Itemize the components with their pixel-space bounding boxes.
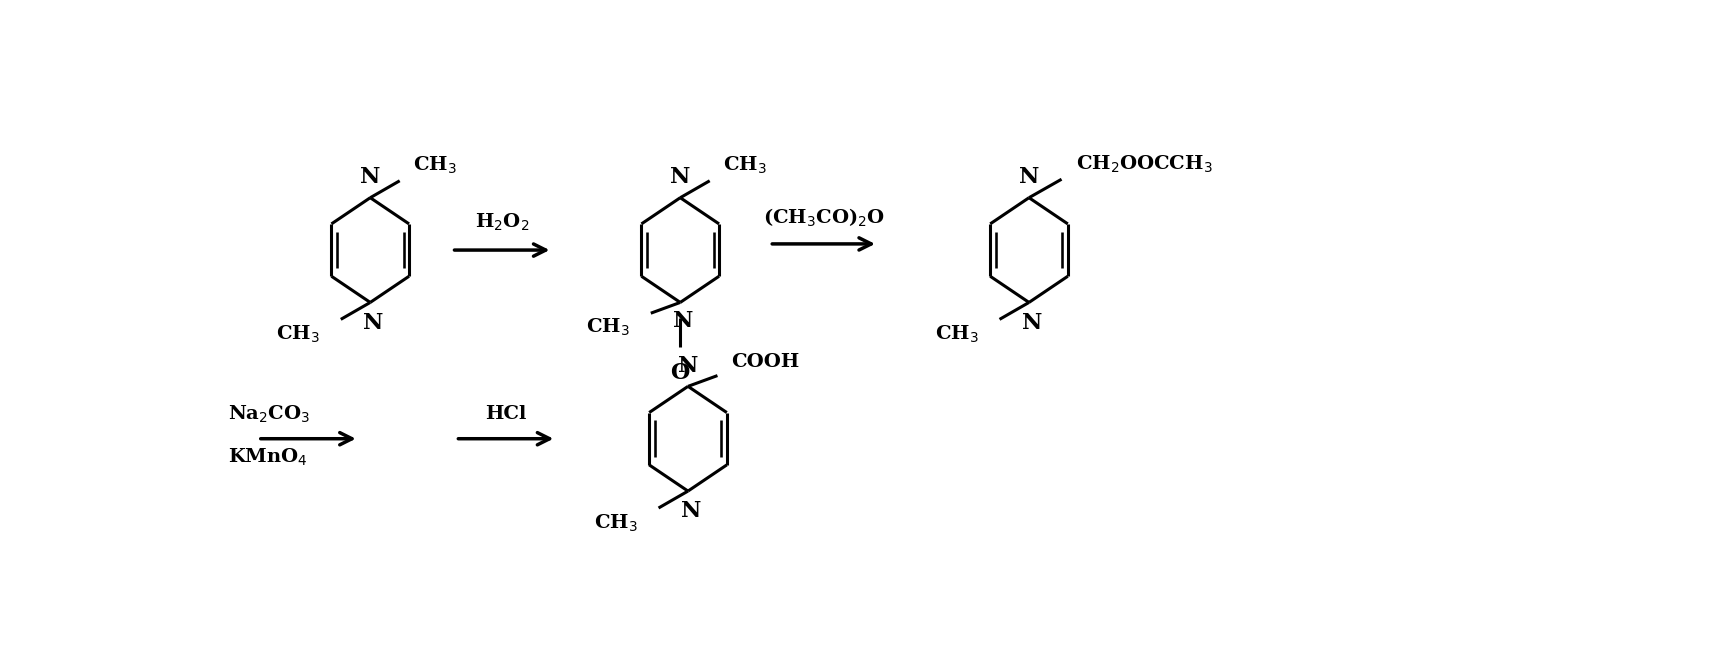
Text: N: N — [360, 167, 381, 189]
Text: N: N — [678, 355, 697, 377]
Text: N: N — [680, 500, 701, 522]
Text: CH$_3$: CH$_3$ — [935, 324, 978, 345]
Text: HCl: HCl — [486, 406, 527, 423]
Text: CH$_3$: CH$_3$ — [413, 155, 456, 176]
Text: N: N — [673, 310, 694, 332]
Text: N: N — [363, 311, 384, 334]
Text: N: N — [1019, 167, 1038, 189]
Text: CH$_3$: CH$_3$ — [594, 513, 637, 534]
Text: CH$_3$: CH$_3$ — [585, 316, 630, 338]
Text: Na$_2$CO$_3$: Na$_2$CO$_3$ — [229, 404, 310, 425]
Text: CH$_3$: CH$_3$ — [276, 324, 320, 345]
Text: (CH$_3$CO)$_2$O: (CH$_3$CO)$_2$O — [763, 206, 885, 229]
Text: CH$_2$OOCCH$_3$: CH$_2$OOCCH$_3$ — [1076, 153, 1212, 174]
Text: O: O — [670, 362, 691, 385]
Text: H$_2$O$_2$: H$_2$O$_2$ — [475, 212, 529, 233]
Text: N: N — [670, 167, 691, 189]
Text: KMnO$_4$: KMnO$_4$ — [229, 447, 308, 468]
Text: CH$_3$: CH$_3$ — [723, 155, 766, 176]
Text: COOH: COOH — [730, 353, 799, 371]
Text: N: N — [1021, 311, 1042, 334]
